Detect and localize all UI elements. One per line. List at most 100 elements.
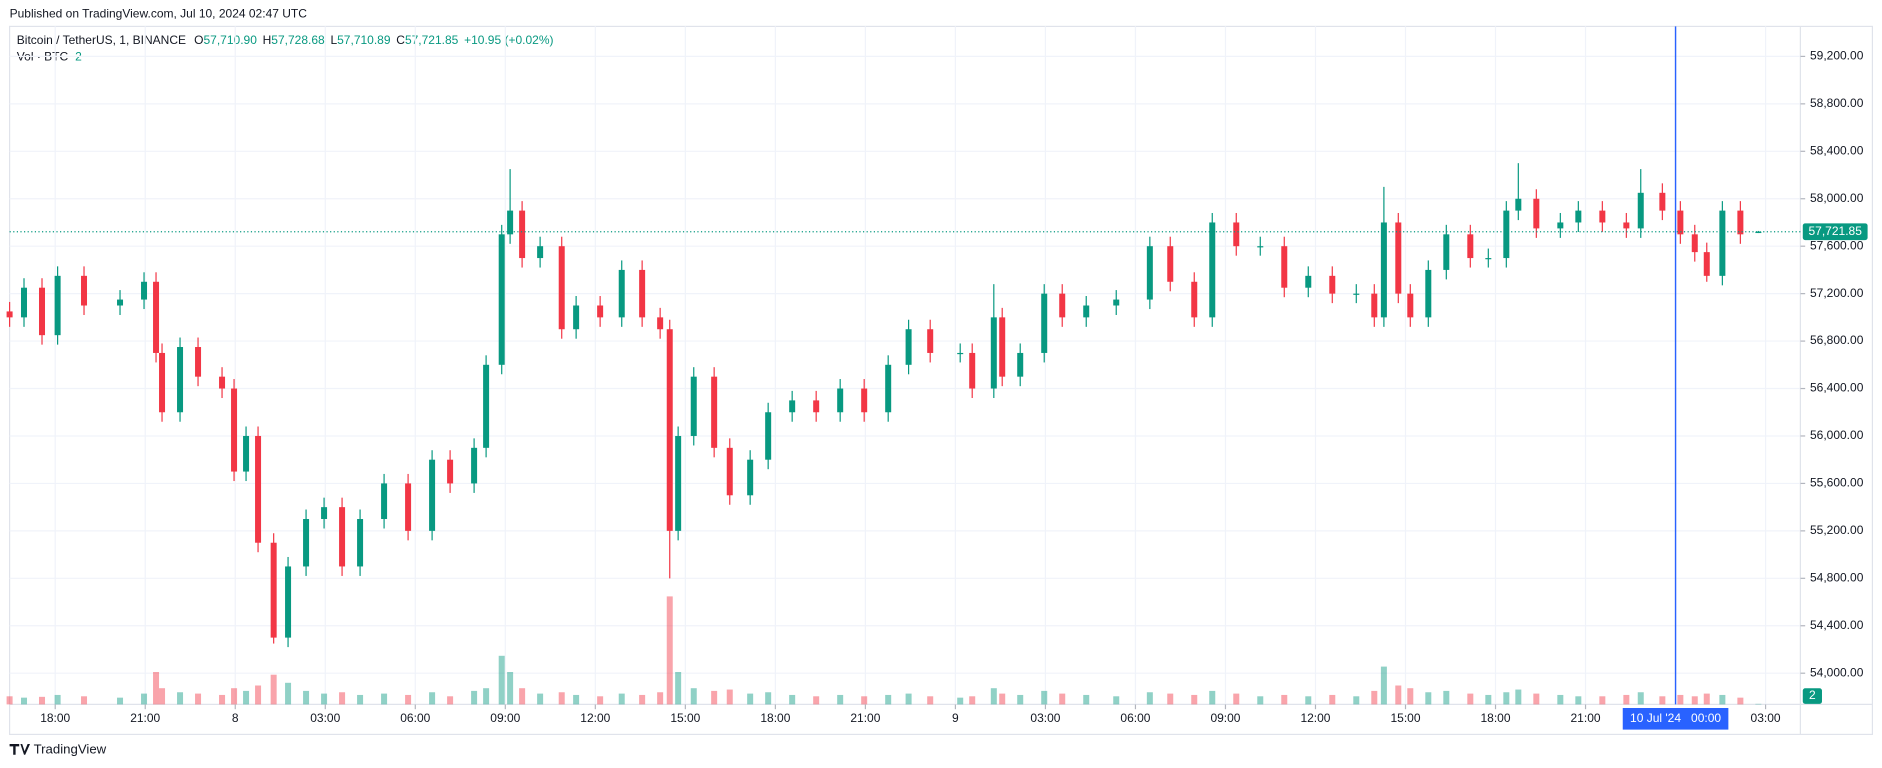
volume-bar [1485,694,1492,705]
candle-body [1557,222,1564,229]
candle-body [507,210,514,235]
volume-bar [519,688,526,705]
volume-bar [321,693,328,705]
candle-body [471,447,478,484]
volume-bar [1017,694,1024,705]
volume-bar [1353,696,1360,705]
candle-body [789,400,796,413]
candle-body [573,305,580,330]
candle-body [1755,231,1762,234]
volume-bar [837,694,844,705]
candle-body [765,412,772,460]
x-tick-label: 21:00 [850,711,880,725]
candle-body [177,347,184,413]
candle-body [231,388,238,472]
volume-bar [1191,694,1198,705]
volume-bar [447,696,454,705]
candle-body [39,287,46,336]
volume-bar [573,694,580,705]
candle-body [357,519,364,567]
candle-body [1146,246,1153,300]
volume-bar [1329,694,1336,705]
volume-bar [6,696,13,705]
ohlc-key: C [396,33,405,47]
x-tick-label: 18:00 [760,711,790,725]
volume-bar [1677,694,1684,705]
volume-bar [1167,693,1174,705]
candle-body [270,542,277,638]
candle-body [1533,198,1540,229]
volume-bar [177,692,184,705]
ohlc-key: L [330,33,337,47]
candle-body [885,364,892,413]
candle-body [990,317,997,389]
x-tick-label: 8 [232,711,239,725]
y-tick-label: 55,600.00 [1810,476,1864,490]
candle-body [429,459,436,531]
y-tick-label: 54,400.00 [1810,618,1864,632]
volume-bar [21,697,28,705]
volume-bar [357,694,364,705]
ohlc-value: 57,710.90 [203,33,257,47]
volume-bar [1443,690,1450,705]
y-tick-label: 58,800.00 [1810,96,1864,110]
volume-bar [597,696,604,705]
candle-body [141,281,148,300]
volume-bar [159,688,166,705]
volume-bar [1146,692,1153,705]
x-tick-label: 12:00 [580,711,610,725]
candle-body [1059,293,1066,318]
legend-row: Bitcoin / TetherUS, 1, BINANCE O57,710.9… [17,33,554,47]
volume-bar [219,694,226,705]
volume-bar [1557,694,1564,705]
candle-body [1017,352,1024,377]
volume-bar [558,692,565,705]
volume-bar [657,692,664,705]
x-tick-label: 18:00 [1481,711,1511,725]
x-tick-label: 18:00 [40,711,70,725]
volume-bar [1209,690,1216,705]
volume-bar [339,692,346,705]
candle-body [255,435,262,543]
candle-body [1503,210,1510,259]
candle-body [1719,210,1726,276]
candle-body [690,376,697,436]
candle-body [1425,269,1432,318]
y-tick-label: 59,200.00 [1810,49,1864,63]
candle-body [1281,246,1288,288]
volume-bar [1257,696,1264,705]
volume-bar [789,694,796,705]
candle-body [303,519,310,567]
ohlc-key: O [194,33,203,47]
candle-body [969,352,976,389]
volume-bar [498,655,505,705]
volume-bar [675,672,682,705]
volume-bar [1371,690,1378,705]
candle-body [1485,258,1492,260]
y-tick-label: 58,000.00 [1810,191,1864,205]
candle-body [54,275,61,336]
volume-bar [711,690,718,705]
candle-body [927,329,934,353]
volume-bar [54,694,61,705]
footer-text: TradingView [34,741,107,756]
candle-body [153,281,160,353]
candle-body [1083,305,1090,318]
volume-bar [1281,694,1288,705]
x-tick-label: 09:00 [1210,711,1240,725]
volume-bar [405,694,412,705]
candle-body [1737,210,1744,235]
symbol: Bitcoin / TetherUS, 1, BINANCE [17,33,186,47]
volume-bar [429,692,436,705]
volume-bar [117,697,124,705]
y-tick-label: 57,600.00 [1810,238,1864,252]
candle-body [519,210,526,259]
volume-bar [905,693,912,705]
volume-bar [1623,694,1630,705]
volume-bar [1637,692,1644,705]
candle-body [1703,252,1710,276]
x-tick-label: 06:00 [1120,711,1150,725]
candle-body [1257,246,1264,248]
volume-bar [618,693,625,705]
candle-body [957,352,964,355]
